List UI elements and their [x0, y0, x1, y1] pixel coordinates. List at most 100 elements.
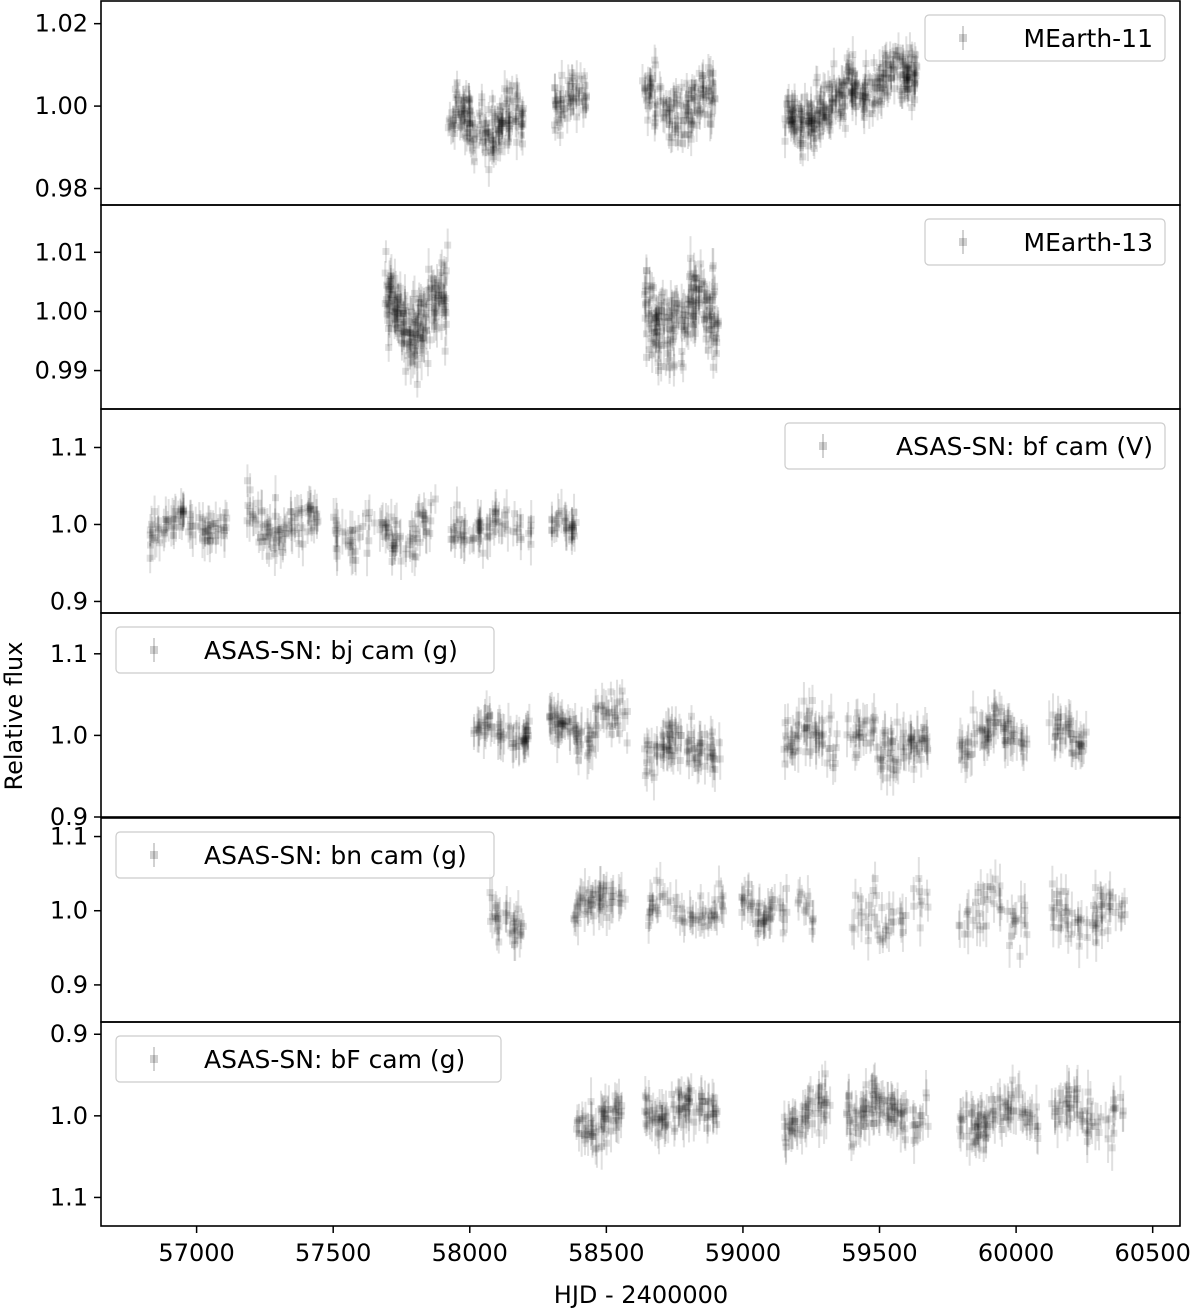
data-point	[1109, 1089, 1117, 1125]
data-point	[670, 316, 678, 357]
data-point	[470, 127, 478, 152]
data-point	[899, 1109, 907, 1140]
data-point	[1078, 724, 1086, 768]
data-point	[575, 88, 583, 117]
data-point	[478, 83, 486, 110]
data-point	[569, 80, 577, 117]
data-point	[606, 715, 614, 737]
data-point	[618, 679, 626, 703]
data-point	[755, 887, 763, 926]
data-point	[700, 301, 708, 338]
data-point	[1112, 893, 1120, 932]
data-point	[333, 527, 341, 572]
data-point	[904, 79, 912, 100]
data-point	[852, 723, 860, 747]
data-point	[385, 295, 393, 313]
data-point	[365, 494, 373, 531]
data-point	[572, 85, 580, 110]
data-point	[393, 294, 401, 331]
data-point	[1062, 903, 1070, 938]
data-point	[413, 330, 421, 372]
data-point	[902, 72, 910, 90]
data-point	[432, 275, 440, 310]
data-point	[667, 280, 675, 321]
data-point	[406, 529, 414, 560]
data-point	[597, 865, 605, 903]
data-point	[865, 916, 873, 939]
data-point	[418, 286, 426, 307]
data-point	[511, 501, 519, 527]
data-point	[983, 718, 991, 742]
data-point	[414, 296, 422, 332]
data-point	[643, 347, 651, 368]
data-point	[796, 124, 804, 152]
data-point	[455, 104, 463, 131]
data-point	[515, 716, 523, 765]
data-point	[584, 880, 592, 925]
data-point	[900, 60, 908, 90]
data-point	[683, 723, 691, 763]
data-point	[476, 505, 484, 536]
data-point	[601, 1101, 609, 1132]
data-point	[659, 746, 667, 770]
data-point	[869, 1096, 877, 1123]
data-point	[815, 110, 823, 139]
data-point	[873, 735, 881, 760]
data-point	[1066, 700, 1074, 743]
data-point	[495, 501, 503, 544]
data-point	[389, 268, 397, 312]
data-point	[652, 307, 660, 328]
data-point	[453, 70, 461, 95]
data-point	[617, 1095, 625, 1128]
data-point	[579, 881, 587, 915]
data-point	[710, 79, 718, 117]
y-tick-label: 1.00	[35, 92, 88, 120]
data-point	[581, 1101, 589, 1131]
data-point	[581, 868, 589, 912]
data-point	[790, 106, 798, 140]
data-point	[595, 880, 603, 924]
data-point	[177, 488, 185, 530]
data-point	[1087, 1113, 1095, 1140]
x-tick-label: 60000	[978, 1239, 1054, 1267]
data-point	[514, 98, 522, 135]
data-point	[684, 86, 692, 103]
data-point	[461, 99, 469, 123]
data-point	[837, 80, 845, 100]
data-point	[859, 83, 867, 114]
data-point	[702, 324, 710, 354]
data-point	[521, 727, 529, 760]
data-point	[648, 893, 656, 924]
data-point	[818, 723, 826, 766]
data-point	[1004, 708, 1012, 733]
data-point	[862, 1089, 870, 1117]
data-point	[687, 306, 695, 342]
data-point	[678, 1076, 686, 1113]
data-point	[586, 726, 594, 770]
data-point	[482, 138, 490, 157]
data-point	[411, 512, 419, 546]
data-point	[653, 295, 661, 331]
data-point	[557, 100, 565, 130]
data-point	[789, 739, 797, 766]
data-point	[651, 72, 659, 107]
data-point	[659, 279, 667, 305]
data-point	[1063, 893, 1071, 932]
data-point	[817, 83, 825, 106]
data-point	[709, 248, 717, 284]
data-point	[704, 740, 712, 773]
data-point	[570, 710, 578, 744]
data-point	[422, 311, 430, 350]
data-point	[573, 721, 581, 746]
data-point	[667, 318, 675, 361]
data-point	[418, 502, 426, 524]
data-point	[646, 270, 654, 309]
data-point	[415, 298, 423, 343]
data-point	[899, 913, 907, 952]
data-point	[956, 1098, 964, 1136]
data-point	[206, 521, 214, 563]
data-point	[684, 295, 692, 336]
data-point	[888, 1083, 896, 1108]
data-point	[1051, 1090, 1059, 1134]
